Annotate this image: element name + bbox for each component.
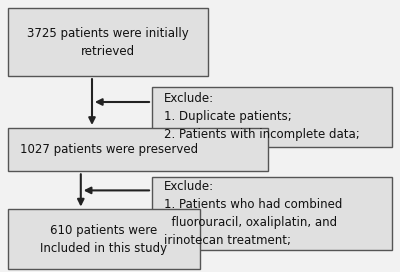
FancyBboxPatch shape [8, 128, 268, 171]
FancyBboxPatch shape [152, 177, 392, 250]
Text: 1027 patients were preserved: 1027 patients were preserved [20, 143, 198, 156]
Text: 610 patients were
Included in this study: 610 patients were Included in this study [40, 224, 168, 255]
Text: Exclude:
1. Duplicate patients;
2. Patients with incomplete data;: Exclude: 1. Duplicate patients; 2. Patie… [164, 92, 360, 141]
Text: 3725 patients were initially
retrieved: 3725 patients were initially retrieved [27, 27, 189, 58]
FancyBboxPatch shape [8, 8, 208, 76]
FancyBboxPatch shape [8, 209, 200, 269]
FancyBboxPatch shape [152, 87, 392, 147]
Text: Exclude:
1. Patients who had combined
  fluorouracil, oxaliplatin, and
irinoteca: Exclude: 1. Patients who had combined fl… [164, 180, 342, 247]
